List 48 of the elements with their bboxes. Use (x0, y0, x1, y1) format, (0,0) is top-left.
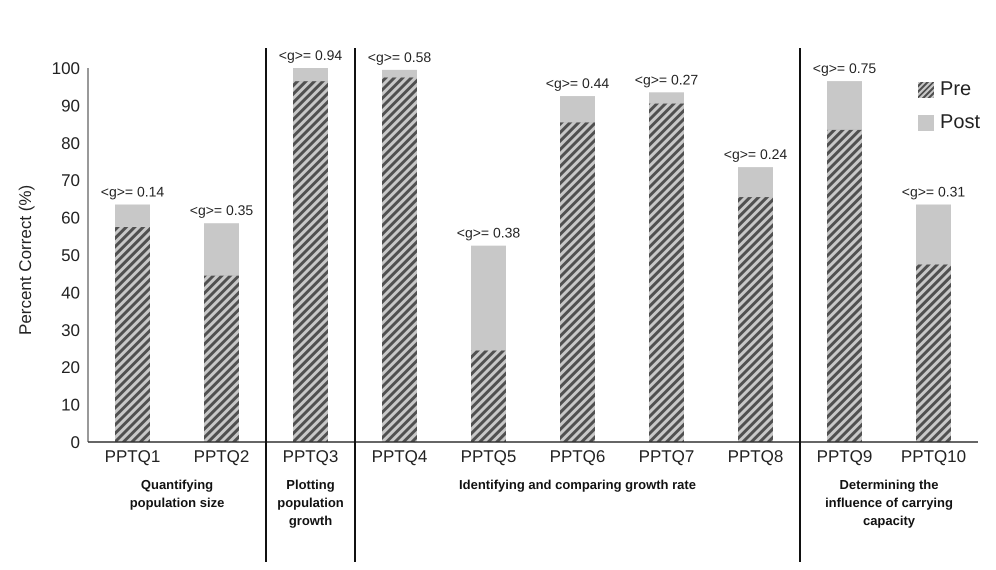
text: Quantifying population size (128, 476, 226, 512)
bar (827, 81, 862, 130)
x-tick-label: PPTQ1 (104, 447, 160, 466)
annotation: <g>= 0.35 (190, 202, 254, 218)
legend-label: Post (940, 111, 980, 134)
bar (204, 223, 239, 276)
y-tick-label: 20 (61, 358, 80, 378)
y-axis-title: Percent Correct (%) (16, 184, 36, 335)
text: Identifying and comparing growth rate (458, 476, 697, 494)
annotation: <g>= 0.27 (634, 71, 698, 88)
y-tick-label: 90 (61, 96, 80, 116)
bar (471, 246, 506, 350)
annotation: <g>= 0.31 (902, 184, 966, 200)
annotation: <g>= 0.24 (724, 146, 788, 162)
annotation: <g>= 0.94 (278, 47, 342, 63)
y-tick-label: 70 (61, 171, 80, 190)
annotation: <g>= 0.58 (368, 48, 432, 65)
x-tick-label: PPTQ9 (816, 447, 872, 466)
y-tick-label: 10 (61, 396, 80, 415)
y-tick-label: 30 (61, 320, 80, 340)
y-tick-label: 60 (61, 208, 80, 228)
legend-label: Pre (940, 78, 972, 101)
y-tick-label: 50 (61, 246, 80, 266)
x-tick-label: PPTQ5 (460, 447, 516, 466)
bar (382, 70, 417, 78)
annotation: <g>= 0.14 (100, 184, 164, 200)
x-tick-label: PPTQ4 (372, 447, 428, 466)
bar (560, 96, 595, 122)
text: Plotting population growth (276, 476, 345, 530)
annotation: <g>= 0.75 (812, 60, 876, 76)
x-tick-label: PPTQ3 (282, 447, 338, 466)
annotation: <g>= 0.38 (456, 224, 520, 241)
x-tick-label: PPTQ6 (550, 447, 606, 466)
y-tick-label: 0 (70, 433, 80, 452)
x-tick-label: PPTQ7 (638, 447, 694, 466)
bar (649, 92, 684, 104)
x-tick-label: PPTQ8 (728, 447, 784, 466)
bar (293, 68, 328, 82)
bar (916, 204, 951, 264)
bar (115, 204, 150, 227)
bar (738, 167, 773, 198)
x-tick-label: PPTQ2 (194, 447, 250, 466)
y-tick-label: 80 (61, 134, 80, 153)
y-tick-label: 40 (61, 283, 80, 302)
annotation: <g>= 0.44 (546, 75, 610, 92)
x-tick-label: PPTQ10 (900, 447, 966, 466)
y-tick-label: 100 (52, 59, 80, 78)
text: Determining the influence of carrying capacity (824, 476, 954, 530)
